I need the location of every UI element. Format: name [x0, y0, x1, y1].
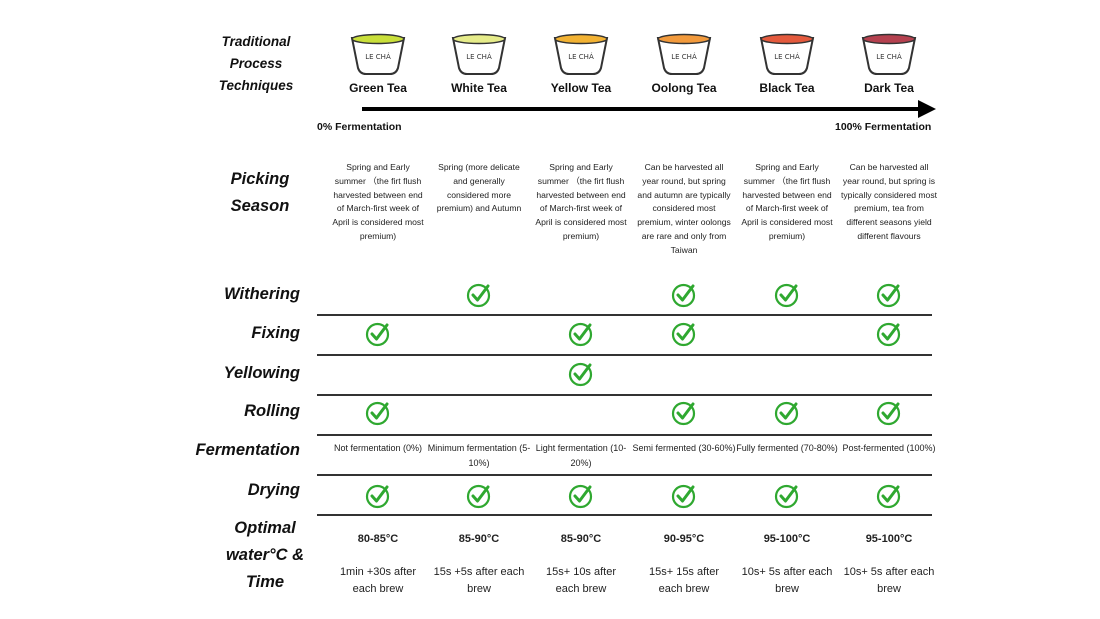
row-divider [317, 314, 932, 316]
checkmark-icon [774, 401, 799, 426]
checkmark-icon [876, 322, 901, 347]
checkmark-icon [671, 401, 696, 426]
checkmark-icon [568, 362, 593, 387]
svg-text:LE CHÁ: LE CHÁ [466, 52, 492, 61]
checkmark-icon [876, 283, 901, 308]
row-label-fixing: Fixing [251, 324, 300, 342]
picking-season-cell: Spring and Early summer （the firt flush … [535, 162, 627, 241]
fermentation-start-label: 0% Fermentation [317, 121, 402, 133]
checkmark-icon [568, 484, 593, 509]
row-label-picking-season: Picking Season [230, 170, 290, 215]
tea-name-label: Green Tea [349, 81, 407, 95]
fermentation-cell: Fully fermented (70-80%) [736, 443, 838, 453]
tea-cup-icon: LE CHÁ [656, 33, 712, 75]
tea-name-label: Dark Tea [864, 81, 914, 95]
fermentation-cell: Semi fermented (30-60%) [632, 443, 736, 453]
brew-time-cell: 10s+ 5s after each brew [843, 566, 935, 595]
tea-cup-icon: LE CHÁ [861, 33, 917, 75]
tea-name-label: White Tea [451, 81, 507, 95]
tea-cup-icon: LE CHÁ [350, 33, 406, 75]
tea-name-label: Black Tea [759, 81, 815, 95]
temperature-cell: 85-90°C [560, 533, 602, 545]
fermentation-cell: Minimum fermentation (5-10%) [427, 443, 531, 468]
temperature-cell: 80-85°C [357, 533, 399, 545]
checkmark-icon [774, 484, 799, 509]
checkmark-icon [365, 484, 390, 509]
picking-season-cell: Spring and Early summer （the firt flush … [741, 162, 833, 241]
row-divider [317, 514, 932, 516]
checkmark-icon [876, 401, 901, 426]
tea-cup-icon: LE CHÁ [759, 33, 815, 75]
checkmark-icon [568, 322, 593, 347]
checkmark-icon [365, 401, 390, 426]
tea-cup-icon: LE CHÁ [553, 33, 609, 75]
tea-cup-icon: LE CHÁ [451, 33, 507, 75]
checkmark-icon [671, 322, 696, 347]
brew-time-cell: 15s+ 10s after each brew [545, 566, 617, 595]
brew-time-cell: 15s +5s after each brew [433, 566, 525, 595]
temperature-cell: 90-95°C [663, 533, 705, 545]
svg-text:LE CHÁ: LE CHÁ [365, 52, 391, 61]
svg-text:LE CHÁ: LE CHÁ [876, 52, 902, 61]
fermentation-arrow-line [362, 107, 924, 111]
row-divider [317, 434, 932, 436]
temperature-cell: 95-100°C [763, 533, 811, 545]
checkmark-icon [466, 484, 491, 509]
brew-time-cell: 1min +30s after each brew [339, 566, 417, 595]
fermentation-end-label: 100% Fermentation [835, 121, 932, 133]
row-label-withering: Withering [224, 285, 300, 303]
tea-name-label: Oolong Tea [651, 81, 717, 95]
row-label-fermentation: Fermentation [195, 441, 300, 459]
row-label-rolling: Rolling [244, 402, 300, 420]
temperature-cell: 95-100°C [865, 533, 913, 545]
checkmark-icon [876, 484, 901, 509]
tea-name-label: Yellow Tea [550, 81, 612, 95]
checkmark-icon [466, 283, 491, 308]
checkmark-icon [365, 322, 390, 347]
fermentation-cell: Light fermentation (10-20%) [535, 443, 627, 468]
fermentation-cell: Post-fermented (100%) [842, 443, 936, 453]
checkmark-icon [671, 283, 696, 308]
arrow-right-icon [918, 100, 936, 118]
checkmark-icon [671, 484, 696, 509]
row-label-optimal-water: Optimal water°C & Time [225, 519, 305, 591]
row-divider [317, 354, 932, 356]
row-divider [317, 474, 932, 476]
row-label-drying: Drying [247, 481, 300, 499]
picking-season-cell: Can be harvested all year round, but spr… [841, 162, 938, 241]
fermentation-cell: Not fermentation (0%) [333, 443, 423, 453]
svg-text:LE CHÁ: LE CHÁ [774, 52, 800, 61]
picking-season-cell: Can be harvested all year round, but spr… [637, 162, 731, 255]
temperature-cell: 85-90°C [458, 533, 500, 545]
row-divider [317, 394, 932, 396]
brew-time-cell: 15s+ 15s after each brew [648, 566, 720, 595]
page-title: Traditional Process Techniques [218, 34, 294, 93]
picking-season-cell: Spring (more delicate and generally cons… [436, 162, 522, 214]
row-label-yellowing: Yellowing [223, 364, 300, 382]
svg-text:LE CHÁ: LE CHÁ [671, 52, 697, 61]
brew-time-cell: 10s+ 5s after each brew [741, 566, 833, 595]
picking-season-cell: Spring and Early summer （the firt flush … [332, 162, 424, 241]
checkmark-icon [774, 283, 799, 308]
svg-text:LE CHÁ: LE CHÁ [568, 52, 594, 61]
